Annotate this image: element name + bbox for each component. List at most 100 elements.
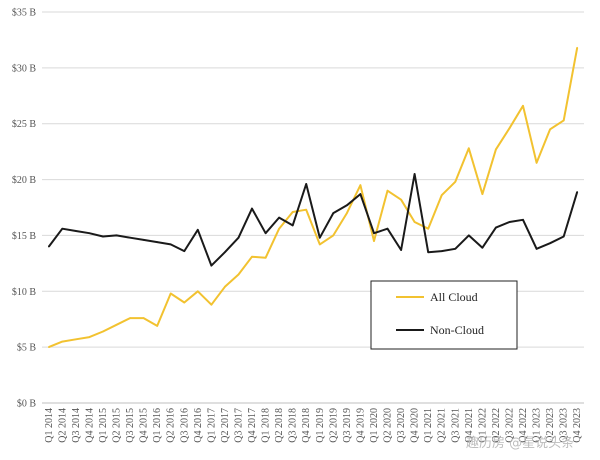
data-point <box>88 336 91 338</box>
x-axis-tick-labels: Q1 2014 Q2 2014 Q3 2014 Q4 2014 Q1 2015 Q2 20… <box>44 408 583 443</box>
series-line-non-cloud <box>48 173 579 267</box>
y-tick-label: $35 B <box>12 8 37 19</box>
data-point <box>549 242 551 244</box>
data-point <box>400 198 402 201</box>
y-axis-tick-labels: $0 B $5 B $10 B $15 B $20 B $25 B $30 B $35 B <box>12 8 37 410</box>
data-point <box>549 128 551 131</box>
data-point <box>169 243 172 246</box>
data-point <box>88 232 91 234</box>
legend-label-all-cloud: All Cloud <box>430 290 478 304</box>
data-point <box>562 119 565 122</box>
data-point <box>319 243 321 246</box>
data-point <box>61 227 64 230</box>
x-tick-label: Q3 2022 <box>504 408 515 443</box>
x-tick-label: Q3 2023 <box>559 408 570 443</box>
x-tick-label: Q3 2020 <box>396 408 407 443</box>
data-point <box>495 226 497 229</box>
data-point <box>508 127 511 129</box>
data-point <box>156 241 158 243</box>
y-tick-label: $20 B <box>12 175 37 186</box>
data-point <box>264 257 267 259</box>
data-point <box>237 236 240 239</box>
y-tick-label: $0 B <box>17 399 37 410</box>
data-point <box>237 273 240 276</box>
data-point <box>332 234 335 237</box>
data-point <box>183 250 186 252</box>
data-point <box>427 227 430 230</box>
x-tick-label: Q3 2015 <box>125 408 136 443</box>
data-point <box>75 230 77 232</box>
data-point <box>264 232 267 234</box>
data-point <box>359 193 362 195</box>
legend-box <box>370 280 518 350</box>
data-point <box>508 221 511 223</box>
data-point <box>305 208 308 211</box>
x-tick-label: Q3 2017 <box>233 408 244 443</box>
data-point <box>115 234 118 237</box>
data-point <box>142 317 145 319</box>
x-tick-label: Q4 2016 <box>193 408 204 443</box>
data-point <box>115 324 118 326</box>
x-tick-label: Q1 2015 <box>98 408 109 443</box>
data-point <box>169 292 172 295</box>
x-tick-label: Q1 2019 <box>315 408 326 443</box>
x-tick-label: Q1 2020 <box>369 408 380 443</box>
x-tick-label: Q2 2016 <box>166 408 177 443</box>
legend-label-non-cloud: Non-Cloud <box>430 323 484 337</box>
x-tick-label: Q3 2014 <box>71 408 82 443</box>
data-point <box>576 191 578 193</box>
data-point <box>129 236 131 239</box>
x-tick-label: Q4 2021 <box>464 408 475 443</box>
data-point <box>197 290 199 293</box>
data-point <box>373 240 375 242</box>
x-tick-label: Q2 2017 <box>220 408 231 443</box>
data-point <box>102 330 104 333</box>
data-point <box>156 325 158 327</box>
data-point <box>481 193 484 195</box>
data-point <box>197 229 199 231</box>
data-point <box>481 246 484 249</box>
series-line-all-cloud <box>48 47 579 349</box>
data-point <box>305 183 308 185</box>
data-point <box>427 251 430 253</box>
data-point <box>522 219 524 221</box>
x-tick-label: Q2 2021 <box>437 408 448 443</box>
data-point <box>319 236 321 239</box>
data-point <box>61 340 64 343</box>
y-tick-label: $5 B <box>17 343 37 354</box>
data-point <box>373 232 375 234</box>
data-point <box>468 234 470 237</box>
x-tick-label: Q1 2014 <box>44 408 55 443</box>
data-point <box>535 248 538 250</box>
watermark: 趣历房 @星说头条 <box>466 435 574 451</box>
data-point <box>251 255 253 258</box>
x-tick-label: Q4 2023 <box>572 408 583 443</box>
data-point <box>535 162 538 164</box>
data-point <box>400 249 402 251</box>
data-point <box>386 189 389 192</box>
y-tick-label: $25 B <box>12 119 37 130</box>
data-point <box>224 251 226 253</box>
x-tick-label: Q4 2020 <box>410 408 421 443</box>
x-tick-label: Q4 2022 <box>518 408 529 443</box>
data-point <box>413 173 416 175</box>
data-point <box>278 227 280 230</box>
x-tick-label: Q1 2021 <box>423 408 434 443</box>
data-point <box>48 346 50 348</box>
data-point <box>522 105 524 107</box>
data-point <box>440 250 443 252</box>
data-point <box>495 148 497 151</box>
data-point <box>142 239 145 241</box>
x-tick-label: Q4 2018 <box>301 408 312 443</box>
x-tick-label: Q4 2015 <box>139 408 150 443</box>
gridlines <box>42 11 584 348</box>
data-point <box>440 194 443 196</box>
x-tick-label: Q3 2019 <box>342 408 353 443</box>
data-point <box>413 221 416 223</box>
y-tick-label: $30 B <box>12 63 37 74</box>
data-point <box>129 317 131 319</box>
data-point <box>576 46 578 49</box>
data-point <box>454 248 457 250</box>
data-point <box>183 301 186 304</box>
